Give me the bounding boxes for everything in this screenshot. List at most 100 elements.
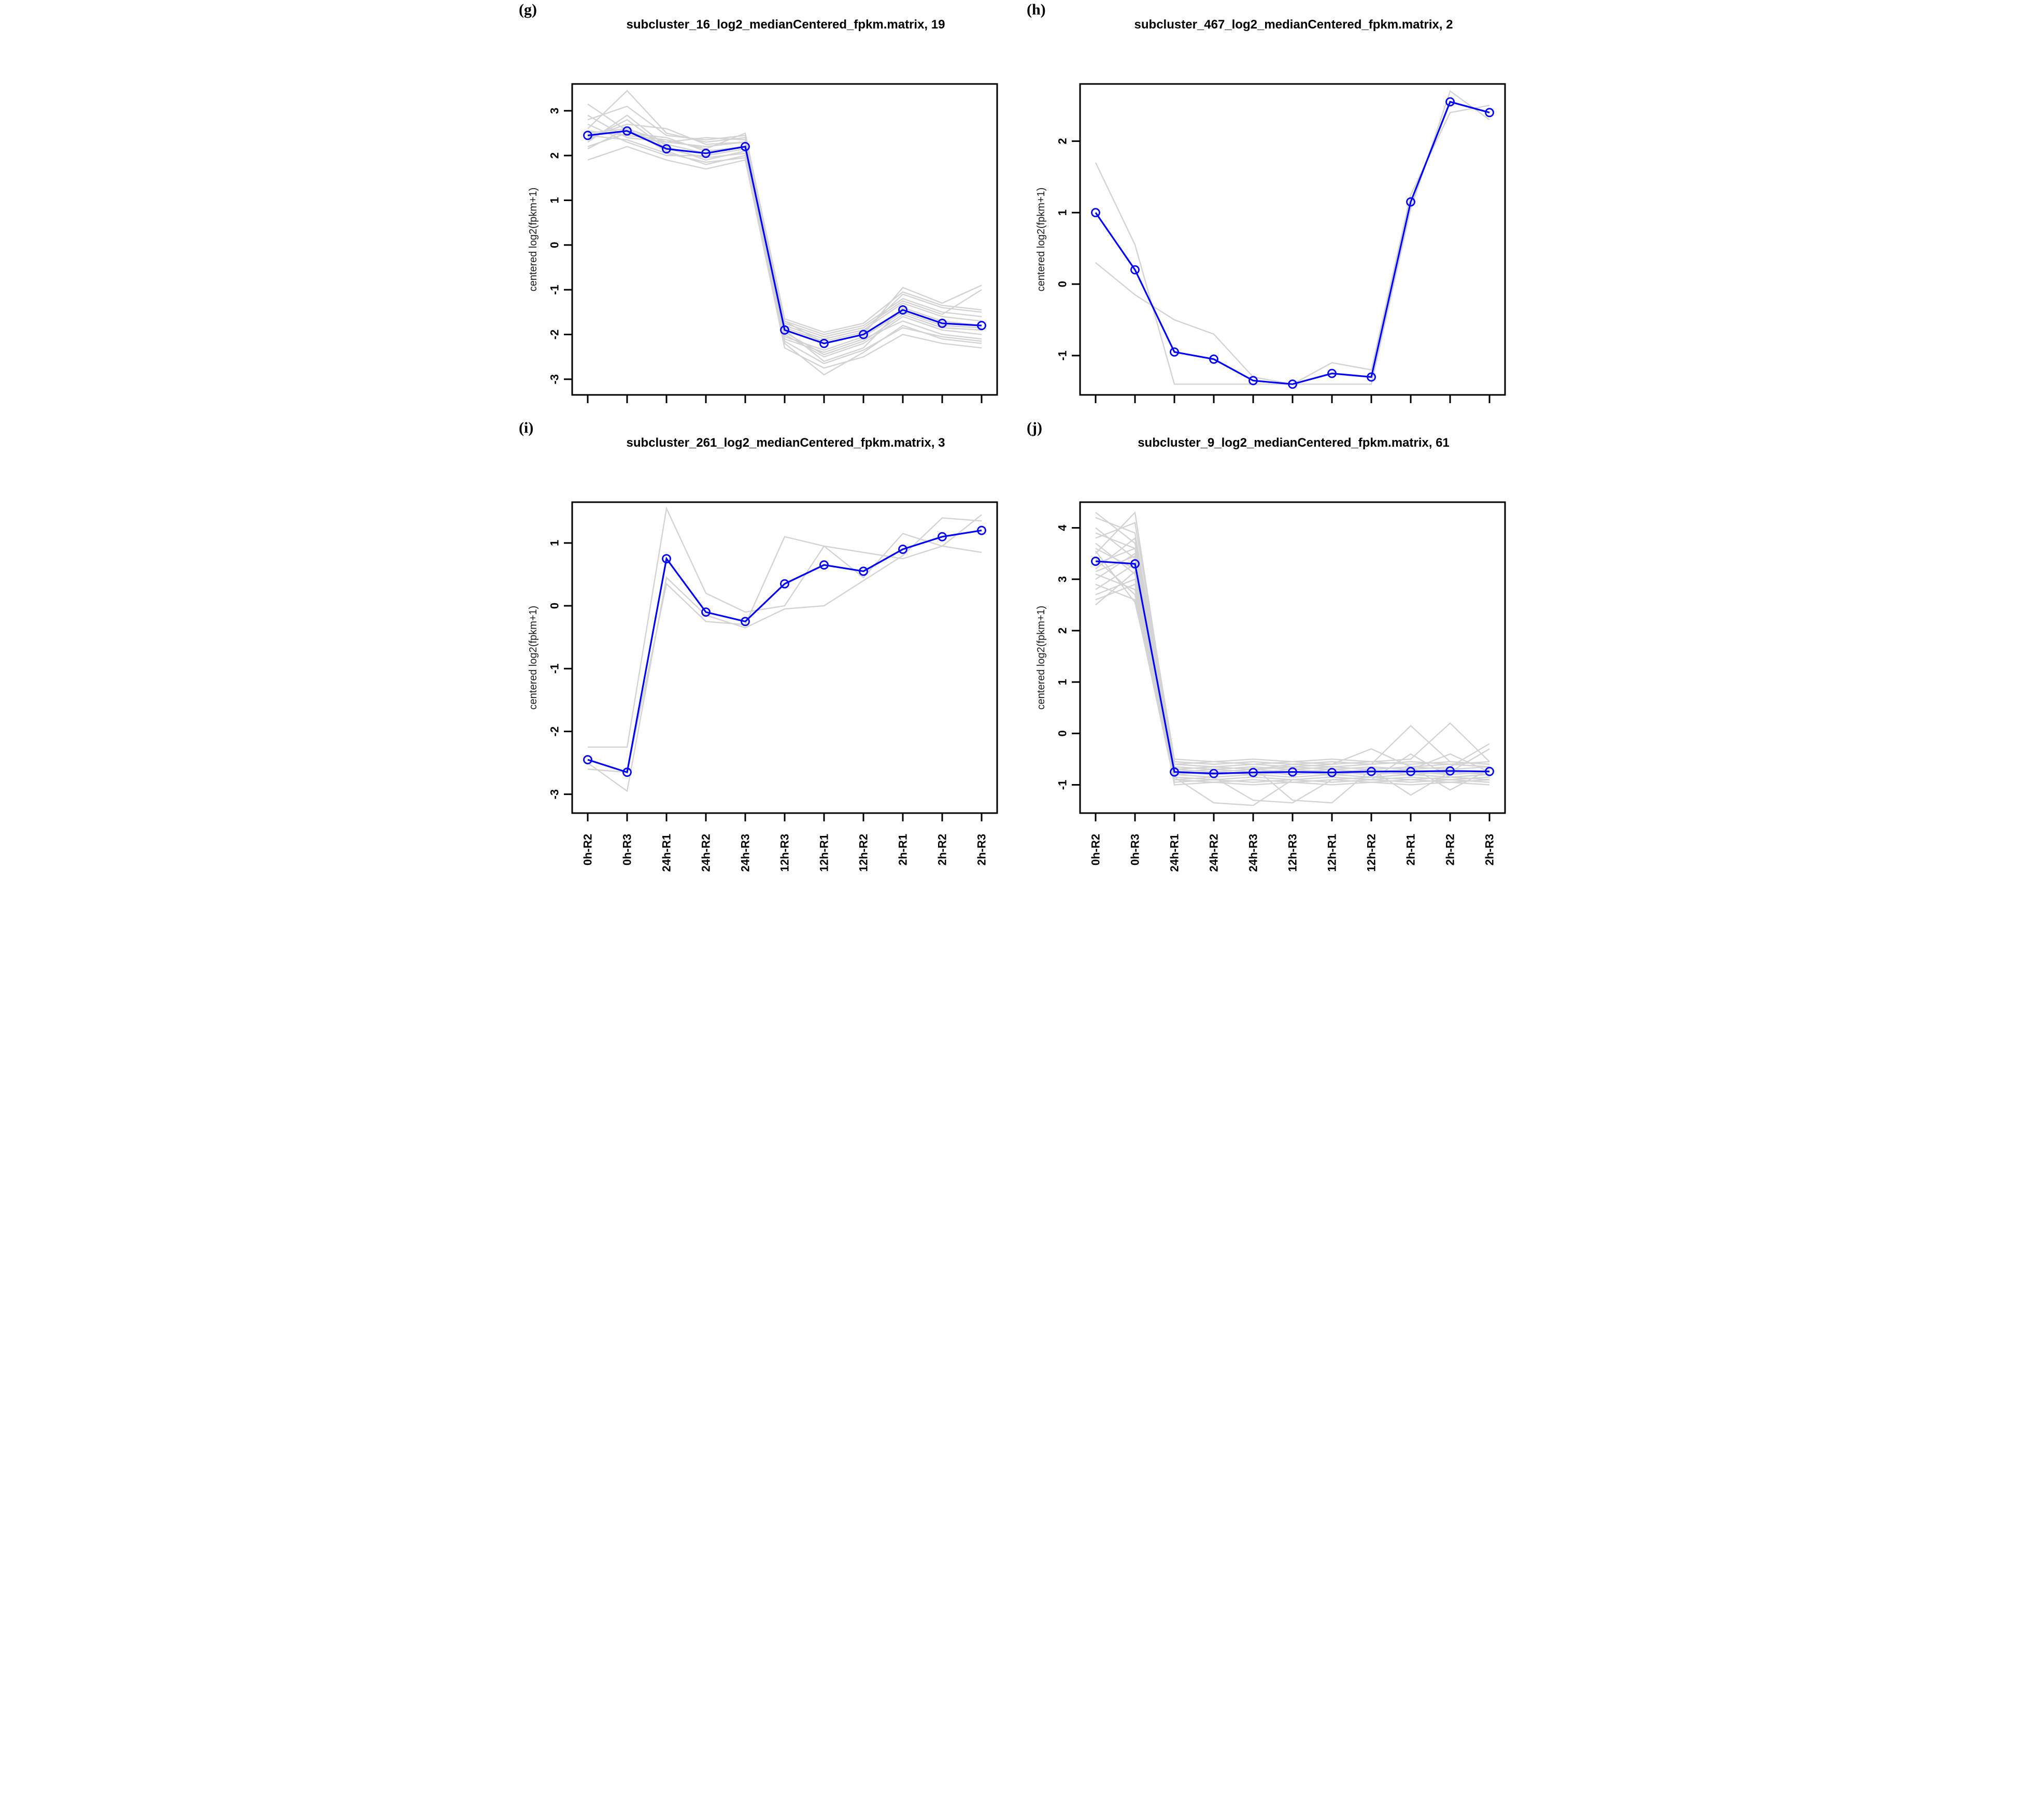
x-tick-label: 2h-R2 xyxy=(1444,834,1457,865)
x-tick-label: 24h-R3 xyxy=(739,834,752,872)
mean-profile-line xyxy=(587,130,982,345)
y-tick-label: 1 xyxy=(1056,209,1069,216)
member-gene-line xyxy=(587,115,982,335)
mean-profile-point xyxy=(662,144,671,154)
y-tick-label: 1 xyxy=(1056,679,1069,685)
y-tick-label: 3 xyxy=(1056,576,1069,582)
panel-h: (h) subcluster_467_log2_medianCentered_f… xyxy=(1022,0,1529,418)
y-tick-label: 4 xyxy=(1056,524,1069,531)
mean-profile-line xyxy=(1095,560,1490,775)
x-tick-label: 12h-R3 xyxy=(778,834,791,872)
panel-h-title: subcluster_467_log2_medianCentered_fpkm.… xyxy=(1134,18,1453,32)
mean-profile-point xyxy=(1248,767,1258,777)
mean-profile-point xyxy=(1248,376,1258,386)
x-tick-label: 24h-R1 xyxy=(660,834,673,872)
member-gene-line xyxy=(1095,550,1490,796)
panel-j: (j) subcluster_9_log2_medianCentered_fpk… xyxy=(1022,418,1529,914)
x-tick-label: 0h-R2 xyxy=(581,834,594,865)
x-tick-label: 12h-R2 xyxy=(1365,834,1378,872)
y-tick-label: -2 xyxy=(548,330,561,340)
member-gene-line xyxy=(587,119,982,356)
mean-profile-point xyxy=(1288,767,1297,777)
x-tick-label: 2h-R1 xyxy=(1404,834,1417,865)
panel-j-label: (j) xyxy=(1027,419,1042,436)
y-tick-label: 1 xyxy=(548,540,561,546)
mean-profile-point xyxy=(859,566,868,576)
y-tick-label: 2 xyxy=(1056,138,1069,144)
mean-profile-point xyxy=(701,607,711,617)
y-axis-label: centered log2(fpkm+1) xyxy=(1035,188,1047,292)
mean-profile-point xyxy=(780,325,789,335)
mean-profile-point xyxy=(622,767,632,777)
mean-profile-point xyxy=(622,126,632,136)
mean-profile-point xyxy=(780,579,789,589)
member-gene-line xyxy=(1095,547,1490,767)
panel-g-label: (g) xyxy=(519,1,537,18)
mean-profile-point xyxy=(583,131,592,140)
panel-g: (g) subcluster_16_log2_medianCentered_fp… xyxy=(514,0,1022,418)
mean-profile-point xyxy=(701,148,711,158)
y-tick-label: 0 xyxy=(1056,730,1069,736)
member-gene-line xyxy=(587,123,982,342)
x-tick-label: 12h-R3 xyxy=(1286,834,1299,872)
y-tick-label: 2 xyxy=(1056,628,1069,634)
mean-profile-point xyxy=(1170,767,1179,777)
panel-i: (i) subcluster_261_log2_medianCentered_f… xyxy=(514,418,1022,914)
mean-profile-point xyxy=(583,755,592,764)
y-axis-label: centered log2(fpkm+1) xyxy=(1035,606,1047,710)
y-tick-label: -3 xyxy=(548,789,561,800)
member-gene-line xyxy=(587,123,982,376)
member-gene-line xyxy=(588,506,982,748)
y-tick-label: -1 xyxy=(1056,350,1069,361)
mean-profile-point xyxy=(741,617,750,627)
y-tick-label: 0 xyxy=(548,242,561,248)
member-gene-line xyxy=(1095,570,1490,786)
x-tick-label: 24h-R3 xyxy=(1247,834,1260,872)
y-axis-label: centered log2(fpkm+1) xyxy=(528,606,539,710)
mean-profile-point xyxy=(1170,347,1179,357)
mean-profile-point xyxy=(1445,97,1455,107)
mean-profile-point xyxy=(1367,766,1376,776)
chart-subcluster-9: 4 3 2 1 0 -1 0h-R2 0h-R3 24h-R1 24h-R2 24h-R3 12h-R… xyxy=(1035,501,1506,872)
chart-subcluster-16: 3 2 1 0 -1 -2 -3 centered log2(fpkm+1) xyxy=(528,83,998,403)
y-tick-label: 0 xyxy=(1056,281,1069,287)
x-tick-label: 2h-R2 xyxy=(936,834,949,865)
y-axis-label: centered log2(fpkm+1) xyxy=(528,188,539,292)
mean-profile-point xyxy=(938,318,947,328)
mean-profile-point xyxy=(662,554,671,563)
mean-profile-point xyxy=(898,305,907,315)
member-gene-line xyxy=(587,90,982,340)
y-tick-label: 0 xyxy=(548,603,561,609)
y-tick-label: 3 xyxy=(548,108,561,114)
mean-profile-point xyxy=(1327,368,1337,378)
member-gene-line xyxy=(587,146,982,369)
x-tick-label: 2h-R1 xyxy=(897,834,910,865)
mean-profile-point xyxy=(1091,557,1100,566)
member-gene-line xyxy=(1095,555,1490,804)
panel-h-label: (h) xyxy=(1027,1,1046,18)
x-tick-label: 24h-R1 xyxy=(1168,834,1181,872)
chart-subcluster-467: 2 1 0 -1 centered log2(fpkm+1) xyxy=(1035,83,1506,403)
mean-profile-point xyxy=(1091,208,1100,218)
x-tick-label: 24h-R2 xyxy=(1208,834,1221,872)
mean-profile-point xyxy=(741,141,750,151)
mean-profile-point xyxy=(898,545,907,554)
panel-j-title: subcluster_9_log2_medianCentered_fpkm.ma… xyxy=(1138,436,1450,450)
mean-profile-point xyxy=(1445,766,1455,776)
y-tick-label: -1 xyxy=(548,285,561,295)
panel-i-title: subcluster_261_log2_medianCentered_fpkm.… xyxy=(626,436,945,450)
panel-g-title: subcluster_16_log2_medianCentered_fpkm.m… xyxy=(626,18,945,32)
mean-profile-point xyxy=(977,525,986,535)
mean-profile-point xyxy=(1288,379,1297,389)
mean-profile-point xyxy=(1485,766,1494,776)
member-gene-line xyxy=(587,103,982,351)
mean-profile-point xyxy=(819,338,829,348)
mean-profile-point xyxy=(859,330,868,339)
chart-subcluster-261: 1 0 -1 -2 -3 0h-R2 0h-R3 24h-R1 24h-R2 24h-R3 12h-… xyxy=(528,501,998,872)
y-tick-label: -1 xyxy=(1056,780,1069,790)
y-tick-label: 1 xyxy=(548,197,561,203)
member-gene-line xyxy=(587,135,982,364)
mean-profile-point xyxy=(1130,559,1140,568)
member-gene-line xyxy=(1095,90,1490,385)
member-gene-line xyxy=(1095,105,1490,385)
